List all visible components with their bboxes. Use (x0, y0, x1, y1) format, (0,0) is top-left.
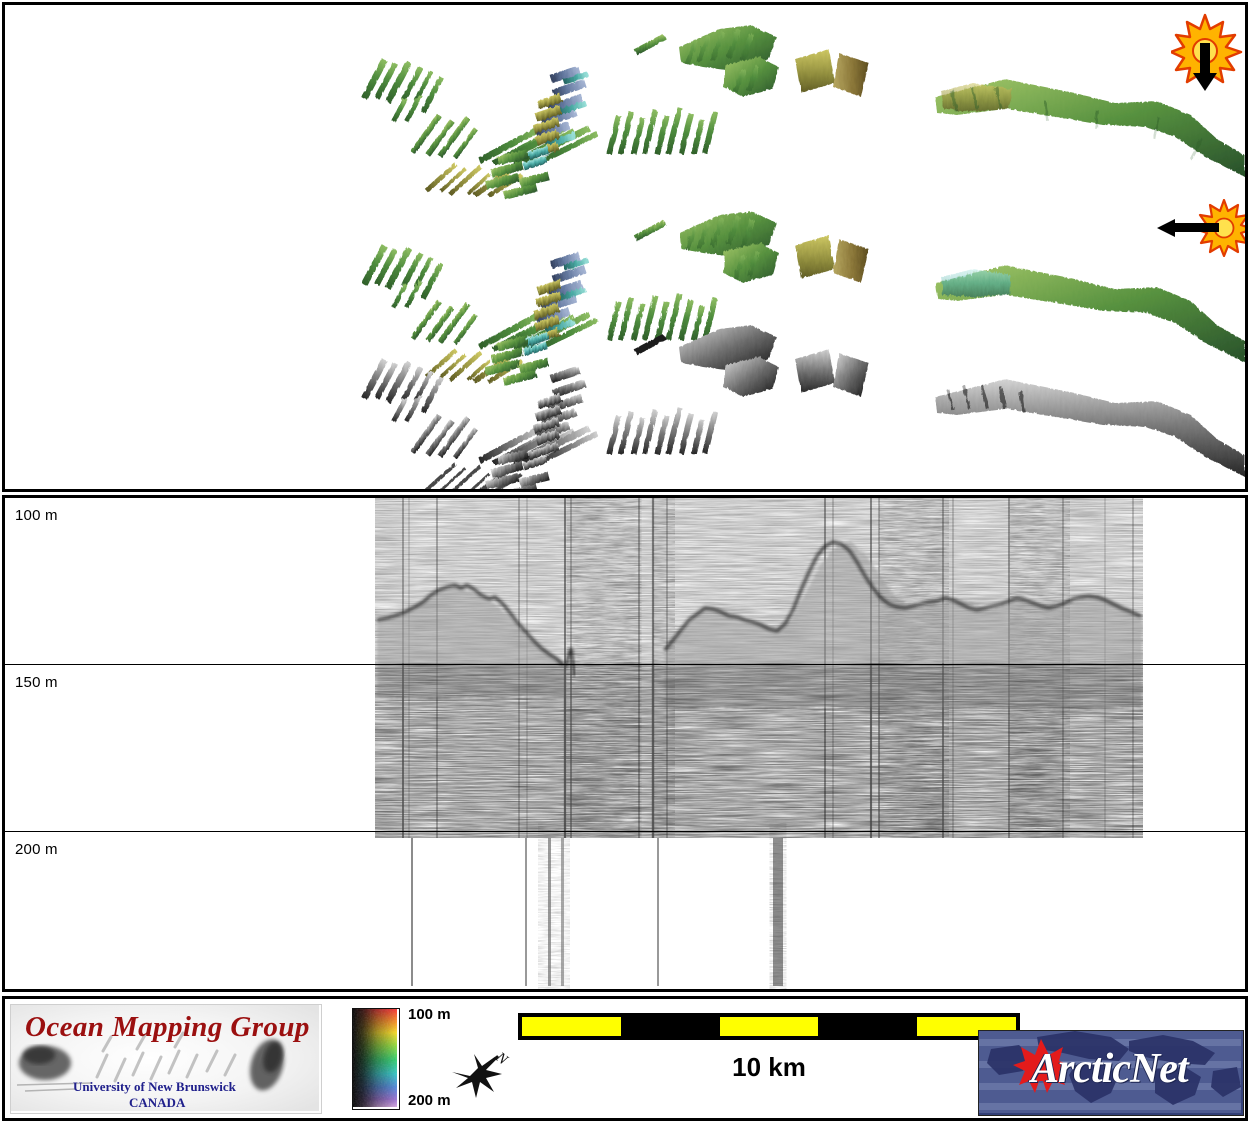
colorbar-label-deep: 200 m (408, 1092, 451, 1109)
bathymetry-panel (2, 2, 1248, 492)
sun-illumination-down (1169, 13, 1245, 93)
deep-band-artefacts (411, 838, 785, 986)
scale-bar-caption: 10 km (732, 1052, 806, 1082)
backscatter-long-swath (935, 379, 1245, 477)
omg-subtitle-university: University of New Brunswick (73, 1079, 236, 1094)
scale-segment-1 (522, 1017, 621, 1036)
sub-bottom-sonogram (375, 498, 1143, 986)
north-arrow: N (448, 1046, 512, 1104)
colorbar-label-shallow: 100 m (408, 1006, 451, 1023)
sun-icon (1193, 198, 1245, 258)
arrow-left-icon (1157, 219, 1219, 237)
scale-segment-2 (620, 1017, 720, 1036)
arcticnet-logo: ArcticNet (978, 1030, 1244, 1116)
arrow-down-icon (1193, 43, 1217, 91)
band-rule-200m (5, 831, 1245, 832)
bathymetry-mosaic-svg (361, 25, 1245, 489)
band-rule-150m (5, 664, 1245, 665)
omg-logo-artwork (11, 1005, 319, 1111)
depth-colour-scale (352, 1008, 400, 1110)
omg-subtitle-country: CANADA (129, 1095, 186, 1110)
distance-scale-bar (518, 1013, 1020, 1040)
maple-leaf-icon (1013, 1039, 1071, 1093)
backscatter-row (361, 325, 1245, 489)
ocean-mapping-group-logo: Ocean Mapping Group University of New Br… (10, 1004, 322, 1114)
sub-bottom-profile-panel: 100 m 150 m 200 m (2, 495, 1248, 992)
arcticnet-wordmark: ArcticNet (1031, 1046, 1189, 1092)
arcticnet-world-map (979, 1031, 1241, 1113)
bathy-long-swath-2 (935, 265, 1245, 363)
depth-label-150m: 150 m (15, 674, 58, 691)
scale-segment-4 (818, 1017, 918, 1036)
bathy-row-2 (361, 211, 1245, 386)
north-label: N (492, 1049, 511, 1069)
depth-label-200m: 200 m (15, 841, 58, 858)
bathy-long-swath-1 (935, 79, 1245, 177)
bathy-row-1 (361, 25, 1245, 200)
north-pointer-icon (473, 1055, 499, 1081)
sun-illumination-left (1153, 198, 1245, 258)
omg-title: Ocean Mapping Group (25, 1011, 310, 1043)
scale-segment-3 (719, 1017, 819, 1036)
depth-label-100m: 100 m (15, 507, 58, 524)
